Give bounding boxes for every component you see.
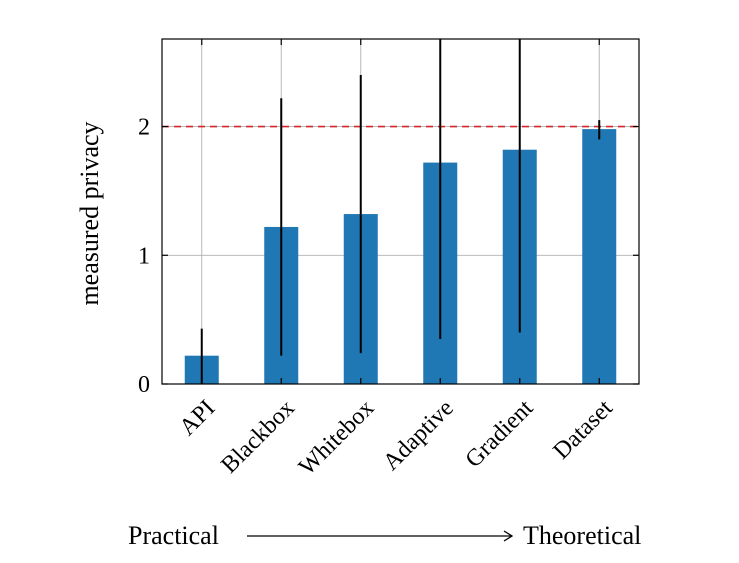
y-axis-title: measured privacy bbox=[75, 121, 104, 305]
y-tick-label: 2 bbox=[138, 115, 150, 141]
x-tick-label: Blackbox bbox=[216, 395, 299, 478]
bar-dataset bbox=[582, 129, 617, 384]
x-tick-label: Dataset bbox=[549, 395, 619, 465]
theoretical-label: Theoretical bbox=[523, 521, 641, 550]
error-bars bbox=[200, 39, 601, 384]
grid-lines bbox=[162, 39, 639, 385]
plot-frame bbox=[161, 38, 640, 385]
x-tick-label: Adaptive bbox=[378, 395, 459, 476]
y-tick-label: 1 bbox=[138, 243, 150, 269]
bars bbox=[184, 129, 617, 384]
arrow-head-icon bbox=[503, 530, 514, 542]
x-tick-label: Whitebox bbox=[294, 395, 379, 480]
practical-label: Practical bbox=[128, 521, 219, 550]
x-tick-label: API bbox=[175, 395, 221, 441]
y-tick-label: 0 bbox=[138, 372, 150, 398]
x-tick-label: Gradient bbox=[461, 395, 539, 473]
